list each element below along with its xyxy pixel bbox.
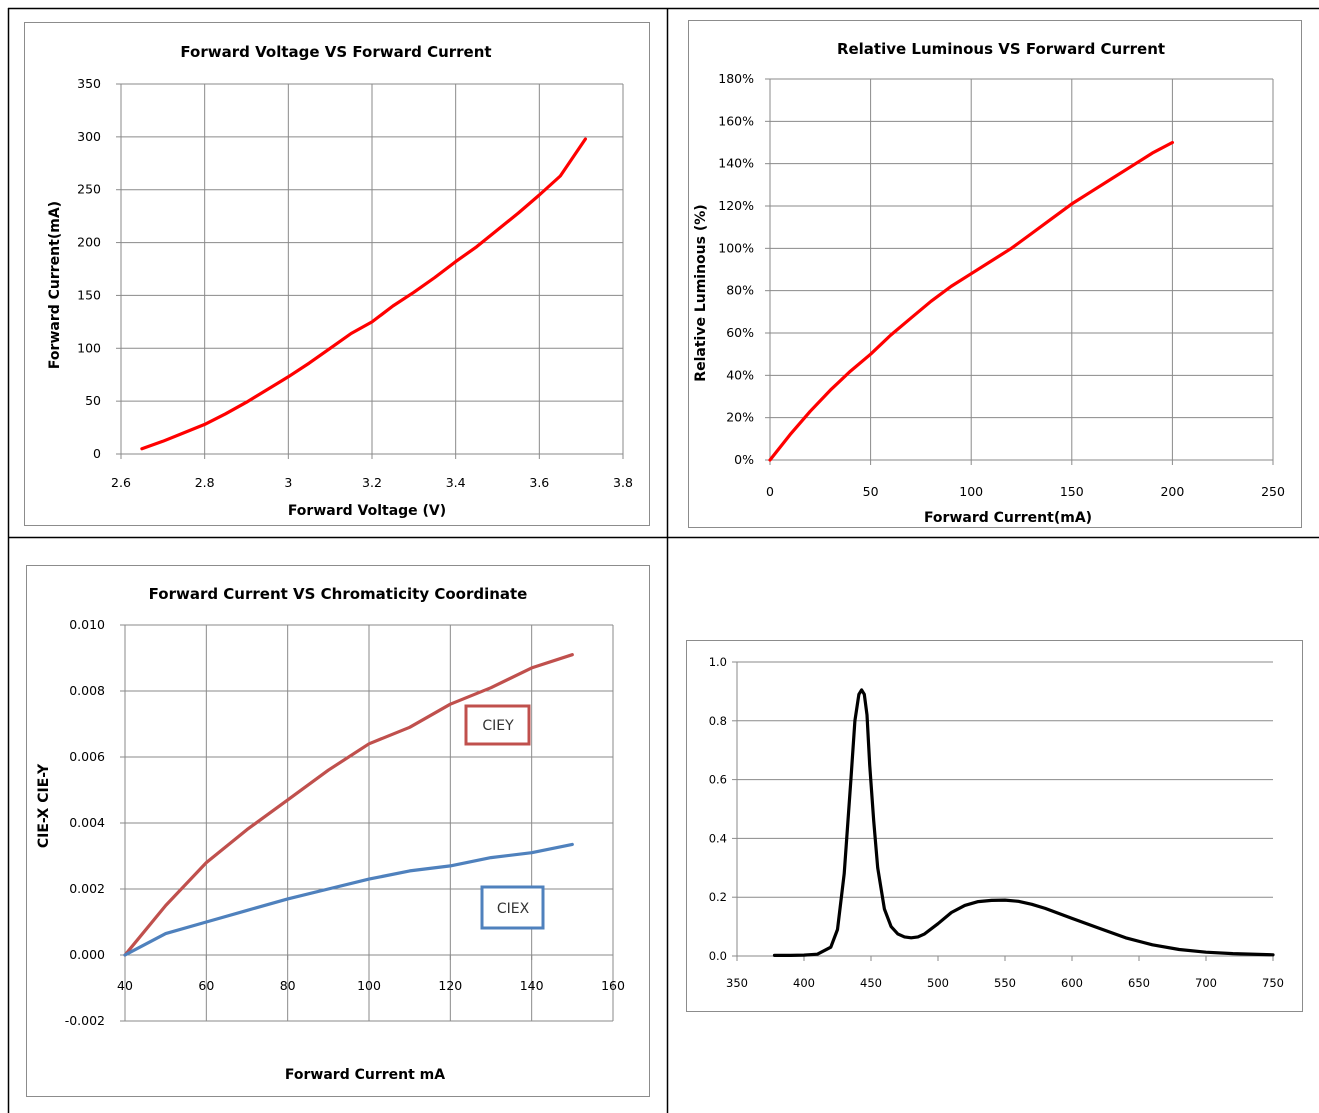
chart-svg-4: 0.0 0.2 0.4 0.6 0.8 1.0 350 400 450 500 550 600 650 7… [709,655,1284,990]
x-tick-label: 0 [766,484,774,499]
legend-label-ciey: CIEY [482,718,514,734]
y-axis-label: CIE-X CIE-Y [36,763,52,848]
y-tick-label: 0.0 [709,949,727,963]
y-tick-label: 300 [77,129,101,144]
y-tick-label: 50 [85,393,101,408]
x-tick-label: 120 [438,978,462,993]
y-tick-label: 0.004 [69,815,105,830]
x-tick-label: 3.6 [529,475,549,490]
x-tick-label: 3.2 [362,475,382,490]
y-tick-label: 0.4 [709,831,727,845]
x-tick-label: 100 [357,978,381,993]
chart-title: Forward Voltage VS Forward Current [180,43,491,61]
legend-box-ciey [464,704,531,746]
x-tick-label: 550 [994,976,1016,990]
y-tick-label: 0.2 [709,890,727,904]
y-tick-label: 0.8 [709,714,727,728]
y-tick-label: 40% [726,367,754,382]
chart-title: Relative Luminous VS Forward Current [837,40,1165,58]
y-tick-label: 0 [93,446,101,461]
y-tick-label: 0.010 [69,617,105,632]
y-tick-label: 140% [718,156,754,171]
x-tick-label: 50 [863,484,879,499]
legend-label-ciex: CIEX [497,901,530,917]
x-tick-label: 150 [1060,484,1084,499]
y-tick-label: 160% [718,113,754,128]
y-tick-label: 0.000 [69,947,105,962]
y-tick-label: 0.002 [69,881,105,896]
x-tick-label: 600 [1061,976,1083,990]
x-tick-label: 100 [959,484,983,499]
x-tick-label: 350 [726,976,748,990]
x-tick-label: 500 [927,976,949,990]
x-tick-label: 200 [1160,484,1184,499]
y-tick-label: 0.6 [709,773,727,787]
x-tick-label: 3 [284,475,292,490]
x-tick-label: 650 [1128,976,1150,990]
series-line-ciex [123,842,574,957]
y-tick-label: 200 [77,235,101,250]
y-tick-label: 100 [77,340,101,355]
series-line-ciey [123,653,574,957]
legend-box-ciex [480,885,545,930]
y-axis-label: Relative Luminous (%) [693,204,709,381]
x-tick-label: 250 [1261,484,1285,499]
x-tick-label: 160 [601,978,625,993]
y-tick-label: 180% [718,71,754,86]
y-tick-label: 250 [77,182,101,197]
plot-area: 0 50 100 150 200 250 300 350 2.6 2.8 3 3.2 3.4 3.6 3.8 [77,76,633,490]
y-axis-label: Forward Current(mA) [47,201,63,369]
x-axis-label: Forward Current mA [285,1067,445,1083]
y-tick-label: 100% [718,240,754,255]
plot-area: 0.0 0.2 0.4 0.6 0.8 1.0 350 400 450 500 550 600 650 7… [709,655,1284,990]
y-tick-label: 80% [726,283,754,298]
x-tick-label: 3.4 [446,475,466,490]
series-line-1 [772,688,1275,957]
y-tick-label: 120% [718,198,754,213]
plot-area: 0% 20% 40% 60% 80% 100% 120% 140% 160% 180% 0 50 100… [718,71,1285,499]
x-tick-label: 2.8 [195,475,215,490]
x-tick-label: 3.8 [613,475,633,490]
chart-title: Forward Current VS Chromaticity Coordina… [149,585,528,603]
series-line-1 [768,140,1174,462]
y-tick-label: 350 [77,76,101,91]
y-tick-label: 0.006 [69,749,105,764]
y-tick-label: 60% [726,325,754,340]
x-tick-label: 450 [860,976,882,990]
x-axis-label: Forward Current(mA) [924,510,1092,526]
y-tick-label: 150 [77,287,101,302]
x-tick-label: 60 [198,978,214,993]
series-line-1 [140,137,588,451]
y-tick-label: 0% [734,452,754,467]
x-tick-label: 700 [1195,976,1217,990]
y-tick-label: -0.002 [65,1013,105,1028]
chart-forward-voltage: 0 50 100 150 200 250 300 350 2.6 2.8 3 3.2 3.4 3.6 3.8… [24,22,650,526]
x-tick-label: 2.6 [111,475,131,490]
x-tick-label: 400 [793,976,815,990]
y-tick-label: 20% [726,410,754,425]
chart-svg-2: 0% 20% 40% 60% 80% 100% 120% 140% 160% 180% 0 50 100… [693,40,1285,526]
x-tick-label: 80 [280,978,296,993]
x-axis-label: Forward Voltage (V) [288,503,446,519]
chart-spectrum: 0.0 0.2 0.4 0.6 0.8 1.0 350 400 450 500 550 600 650 7… [686,640,1303,1012]
x-tick-label: 140 [520,978,544,993]
chart-chromaticity: -0.002 0.000 0.002 0.004 0.006 0.008 0.010 40 60… [26,565,650,1097]
chart-svg-1: 0 50 100 150 200 250 300 350 2.6 2.8 3 3.2 3.4 3.6 3.8… [47,43,633,519]
chart-relative-luminous: 0% 20% 40% 60% 80% 100% 120% 140% 160% 180% 0 50 100… [688,20,1302,528]
y-tick-label: 1.0 [709,655,727,669]
y-tick-label: 0.008 [69,683,105,698]
x-tick-label: 750 [1262,976,1284,990]
